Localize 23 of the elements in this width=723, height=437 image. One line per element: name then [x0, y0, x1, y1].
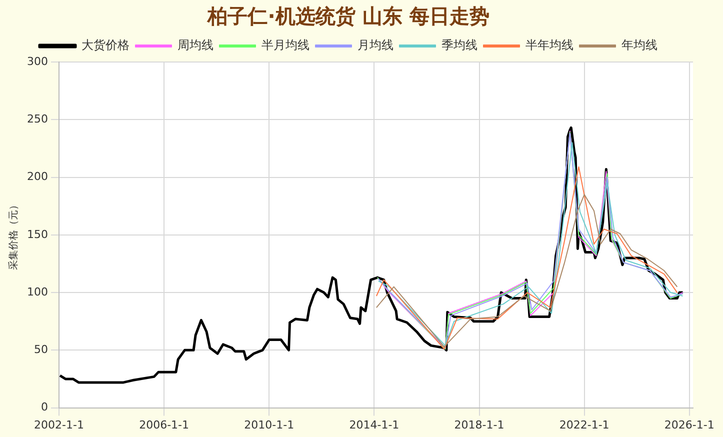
x-tick-label: 2014-1-1 — [349, 418, 400, 432]
y-tick-label: 200 — [26, 170, 48, 184]
x-tick-label: 2002-1-1 — [34, 418, 84, 432]
y-tick-label: 50 — [34, 343, 48, 356]
legend-label: 月均线 — [358, 38, 394, 52]
x-tick-label: 2026-1-1 — [664, 418, 714, 432]
y-axis-title: 采集价格（元） — [8, 200, 20, 270]
y-tick-label: 100 — [26, 285, 48, 298]
legend-label: 半月均线 — [262, 38, 310, 52]
y-tick-label: 150 — [26, 228, 48, 241]
y-tick-label: 0 — [40, 400, 48, 414]
legend-label: 周均线 — [178, 38, 214, 52]
legend-label: 半年均线 — [526, 38, 574, 52]
y-tick-label: 300 — [26, 54, 48, 68]
y-tick-label: 250 — [26, 112, 48, 126]
legend-label: 大货价格 — [82, 38, 130, 52]
x-tick-label: 2018-1-1 — [454, 418, 504, 432]
x-tick-label: 2022-1-1 — [559, 418, 610, 432]
legend-label: 季均线 — [442, 38, 478, 52]
legend-label: 年均线 — [622, 38, 658, 52]
x-tick-label: 2010-1-1 — [244, 418, 294, 432]
chart-title: 柏子仁·机选统货 山东 每日走势 — [206, 4, 490, 28]
x-tick-label: 2006-1-1 — [139, 418, 190, 432]
